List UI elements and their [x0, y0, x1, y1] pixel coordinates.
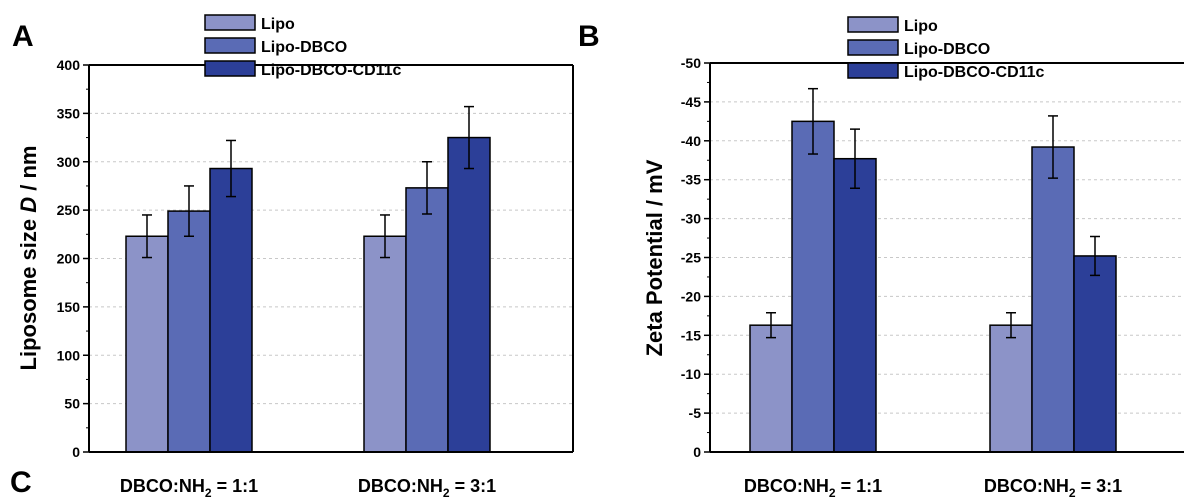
x-category-label: DBCO:NH2 = 1:1 — [120, 476, 258, 497]
legend-swatch — [204, 14, 256, 31]
y-tick-label: 200 — [57, 251, 81, 267]
legend-swatch — [204, 37, 256, 54]
bar — [833, 157, 877, 453]
y-axis-title: Zeta Potential / mV — [642, 159, 667, 356]
y-tick-label: 150 — [57, 299, 81, 315]
legend-swatch — [847, 39, 899, 56]
legend-label: Lipo-DBCO-CD11c — [904, 64, 1045, 81]
legend-label: Lipo — [904, 18, 938, 35]
legend-label: Lipo-DBCO — [261, 39, 347, 56]
y-tick-label: 100 — [57, 347, 81, 363]
y-tick-label: 0 — [693, 444, 701, 460]
y-tick-label: -40 — [681, 133, 701, 149]
bar — [749, 324, 793, 453]
y-tick-label: -20 — [681, 288, 701, 304]
y-axis-title: Liposome size D / nm — [16, 146, 41, 371]
y-tick-label: -45 — [681, 94, 701, 110]
y-tick-label: -50 — [681, 55, 701, 71]
panel-letter-b: B — [578, 20, 600, 53]
legend-label: Lipo-DBCO — [904, 41, 990, 58]
y-tick-label: 250 — [57, 202, 81, 218]
legend-label: Lipo — [261, 16, 295, 33]
y-tick-label: -5 — [689, 405, 702, 421]
y-tick-label: 0 — [72, 444, 80, 460]
x-category-label: DBCO:NH2 = 3:1 — [984, 476, 1122, 497]
legend-swatch — [847, 62, 899, 79]
legend-swatch — [204, 60, 256, 77]
legend-label: Lipo-DBCO-CD11c — [261, 62, 402, 79]
bar — [209, 167, 253, 453]
legend-swatch — [847, 16, 899, 33]
y-tick-label: 350 — [57, 105, 81, 121]
chart-b: 0 -5 -10 -15 -20 -25 -30 -35 -40 -45 -50 Zeta Poten… — [642, 16, 1184, 497]
bar — [167, 210, 211, 453]
bar — [1073, 255, 1117, 453]
bar — [363, 235, 407, 453]
bar — [791, 120, 835, 453]
chart-a: 0 50 100 150 200 250 300 350 400 Liposome size D … — [16, 14, 574, 497]
y-tick-label: -15 — [681, 327, 701, 343]
y-tick-label: 400 — [57, 57, 81, 73]
y-tick-label: 50 — [64, 396, 80, 412]
y-tick-label: -30 — [681, 211, 701, 227]
x-category-label: DBCO:NH2 = 1:1 — [744, 476, 882, 497]
x-category-label: DBCO:NH2 = 3:1 — [358, 476, 496, 497]
bar — [405, 187, 449, 453]
panel-letter-c: C — [10, 466, 32, 497]
bar — [1031, 146, 1075, 453]
bar — [447, 136, 491, 453]
y-tick-label: -35 — [681, 172, 701, 188]
y-tick-label: -10 — [681, 366, 701, 382]
bar — [989, 324, 1033, 453]
y-tick-label: -25 — [681, 250, 701, 266]
panel-letter-a: A — [12, 20, 34, 53]
bar — [125, 235, 169, 453]
y-tick-label: 300 — [57, 154, 81, 170]
